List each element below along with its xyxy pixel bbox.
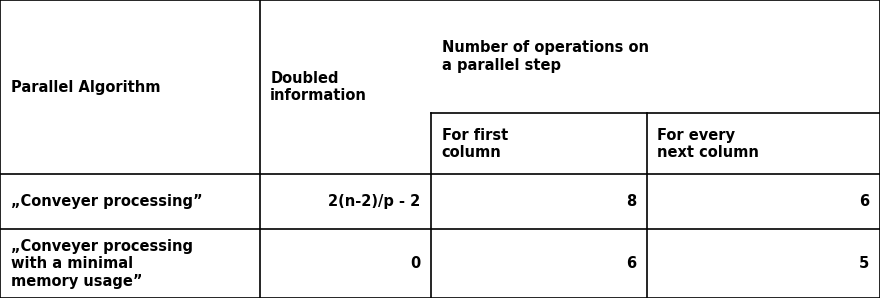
- Text: 5: 5: [859, 256, 869, 271]
- Text: 2(n-2)/p - 2: 2(n-2)/p - 2: [328, 194, 421, 209]
- Text: Number of operations on
a parallel step: Number of operations on a parallel step: [442, 41, 649, 73]
- Text: Doubled
information: Doubled information: [270, 71, 367, 103]
- Text: Parallel Algorithm: Parallel Algorithm: [11, 80, 160, 95]
- Text: „Conveyer processing
with a minimal
memory usage”: „Conveyer processing with a minimal memo…: [11, 239, 193, 289]
- Text: 0: 0: [410, 256, 421, 271]
- Text: 6: 6: [626, 256, 636, 271]
- Text: 8: 8: [626, 194, 636, 209]
- Text: For first
column: For first column: [442, 128, 508, 160]
- Text: For every
next column: For every next column: [657, 128, 759, 160]
- Text: „Conveyer processing”: „Conveyer processing”: [11, 194, 202, 209]
- Text: 6: 6: [859, 194, 869, 209]
